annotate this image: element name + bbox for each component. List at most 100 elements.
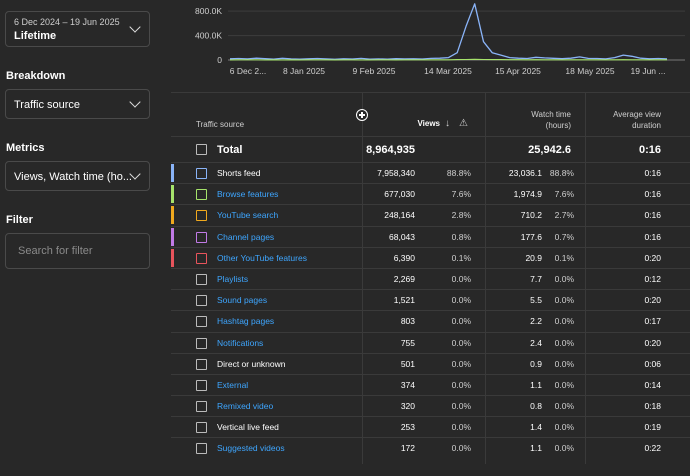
table-row: Vertical live feed 253 0.0% 1.4 0.0% 0:19 [171, 416, 690, 437]
traffic-source-name[interactable]: YouTube search [217, 210, 279, 221]
traffic-source-name[interactable]: Channel pages [217, 231, 275, 242]
checkbox[interactable] [196, 316, 207, 328]
views-percent: 0.0% [451, 337, 471, 348]
x-tick-label: 9 Feb 2025 [352, 66, 395, 76]
watch-time-value: 1.4 [530, 422, 542, 433]
traffic-source-name[interactable]: Other YouTube features [217, 252, 307, 263]
traffic-source-name[interactable]: Playlists [217, 273, 249, 284]
watch-time-value: 7.7 [530, 273, 542, 284]
watch-time-value: 1.1 [530, 379, 542, 390]
traffic-source-name[interactable]: External [217, 379, 249, 390]
metrics-dropdown[interactable]: Views, Watch time (ho... [5, 161, 150, 191]
date-range-text: 6 Dec 2024 – 19 Jun 2025 [14, 17, 120, 27]
chart-canvas: 0 400.0K 800.0K Views 6 Dec 2... 8 Jan 2025 9 … [195, 0, 685, 76]
series-color-swatch [171, 227, 174, 246]
breakdown-value: Traffic source [14, 99, 81, 111]
table-row: Playlists 2,269 0.0% 7.7 0.0% 0:12 [171, 267, 690, 289]
checkbox[interactable] [196, 252, 207, 264]
header-avg-view-duration[interactable]: Average view [613, 110, 661, 119]
watch-time-percent: 0.0% [554, 379, 574, 390]
views-value: 755 [400, 337, 415, 348]
views-percent: 0.8% [451, 231, 471, 242]
checkbox[interactable] [196, 210, 207, 222]
views-percent: 0.0% [451, 295, 471, 306]
views-value: 68,043 [389, 231, 415, 242]
checkbox[interactable] [196, 379, 207, 391]
watch-time-percent: 0.0% [554, 358, 574, 369]
watch-time-percent: 2.7% [554, 210, 574, 221]
avg-view-duration-value: 0:06 [644, 358, 661, 369]
series-color-swatch [171, 164, 174, 182]
traffic-source-name[interactable]: Hashtag pages [217, 316, 275, 327]
checkbox[interactable] [196, 295, 207, 307]
sort-descending-icon[interactable]: ↓ [445, 118, 450, 129]
watch-time-percent: 0.0% [554, 401, 574, 412]
left-sidebar: 6 Dec 2024 – 19 Jun 2025 Lifetime Breakd… [0, 0, 160, 476]
table-row: Sound pages 1,521 0.0% 5.5 0.0% 0:20 [171, 289, 690, 310]
avg-view-duration-value: 0:19 [644, 422, 661, 433]
header-watch-time[interactable]: Watch time [531, 110, 571, 119]
series-color-swatch [171, 376, 174, 394]
checkbox[interactable] [196, 401, 207, 413]
checkbox[interactable] [196, 189, 207, 201]
table-header: Traffic source Views ↓ ⚠ Watch time (hou… [171, 92, 690, 136]
views-value: 172 [400, 443, 415, 454]
traffic-source-name: Vertical live feed [217, 422, 279, 433]
header-views[interactable]: Views [417, 119, 440, 128]
watch-time-value: 710.2 [520, 210, 542, 221]
traffic-source-name[interactable]: Suggested videos [217, 443, 285, 454]
views-percent: 2.8% [451, 210, 471, 221]
x-tick-label: 14 Mar 2025 [424, 66, 472, 76]
series-color-swatch [171, 185, 174, 204]
watch-time-percent: 0.0% [554, 316, 574, 327]
filter-search-input[interactable] [5, 233, 150, 269]
checkbox[interactable] [196, 337, 207, 349]
warning-icon[interactable]: ⚠ [459, 118, 468, 129]
traffic-source-name[interactable]: Browse features [217, 189, 279, 200]
x-tick-label: 18 May 2025 [565, 66, 614, 76]
watch-time-value: 1,974.9 [513, 189, 542, 200]
watch-time-percent: 0.7% [554, 231, 574, 242]
add-column-icon[interactable] [356, 109, 368, 121]
checkbox[interactable] [196, 422, 207, 434]
date-range-preset: Lifetime [14, 30, 57, 42]
views-percent: 0.0% [451, 379, 471, 390]
views-value: 2,269 [393, 273, 415, 284]
y-axis-label: Views [199, 0, 222, 1]
traffic-source-name[interactable]: Notifications [217, 337, 264, 348]
date-range-dropdown[interactable]: 6 Dec 2024 – 19 Jun 2025 Lifetime [5, 11, 150, 47]
watch-time-value: 5.5 [530, 295, 542, 306]
checkbox[interactable] [196, 168, 207, 179]
watch-time-value: 2.4 [530, 337, 542, 348]
table-row: YouTube search 248,164 2.8% 710.2 2.7% 0:16 [171, 204, 690, 225]
watch-time-value: 20.9 [525, 252, 542, 263]
traffic-source-name[interactable]: Remixed video [217, 401, 274, 412]
checkbox[interactable] [196, 273, 207, 285]
views-percent: 0.1% [451, 252, 471, 263]
checkbox[interactable] [196, 443, 207, 455]
watch-time-percent: 0.0% [554, 273, 574, 284]
header-avg-view-duration-2: duration [632, 121, 661, 130]
traffic-source-name[interactable]: Sound pages [217, 295, 268, 306]
checkbox[interactable] [196, 144, 207, 155]
series-color-swatch [171, 312, 174, 330]
watch-time-percent: 0.0% [554, 443, 574, 454]
watch-time-percent: 0.0% [554, 337, 574, 348]
metrics-label: Metrics [6, 142, 45, 154]
series-color-swatch [171, 397, 174, 415]
breakdown-dropdown[interactable]: Traffic source [5, 89, 150, 119]
watch-time-percent: 0.1% [554, 252, 574, 263]
avg-view-duration-value: 0:20 [644, 252, 661, 263]
table-row: Channel pages 68,043 0.8% 177.6 0.7% 0:16 [171, 225, 690, 247]
avg-view-duration-value: 0:16 [644, 189, 661, 200]
views-percent: 0.0% [451, 401, 471, 412]
checkbox[interactable] [196, 358, 207, 370]
total-row: Total 8,964,935 25,942.6 0:16 [171, 136, 690, 162]
views-percent: 0.0% [451, 443, 471, 454]
series-color-swatch [171, 248, 174, 267]
y-tick-label: 0 [217, 55, 222, 65]
table-body: Shorts feed 7,958,340 88.8% 23,036.1 88.8% 0:… [171, 162, 690, 459]
x-tick-label: 15 Apr 2025 [495, 66, 541, 76]
checkbox[interactable] [196, 231, 207, 243]
views-value: 501 [400, 358, 415, 369]
